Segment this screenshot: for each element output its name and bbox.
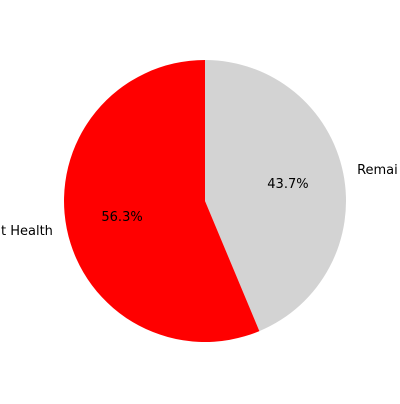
slice-pct-label-1: 56.3% — [101, 210, 142, 225]
slice-category-label-0: Remai — [357, 163, 398, 178]
slices-layer — [64, 60, 346, 342]
slice-category-label-1: t Health — [1, 224, 53, 239]
slice-pct-label-0: 43.7% — [267, 177, 308, 192]
